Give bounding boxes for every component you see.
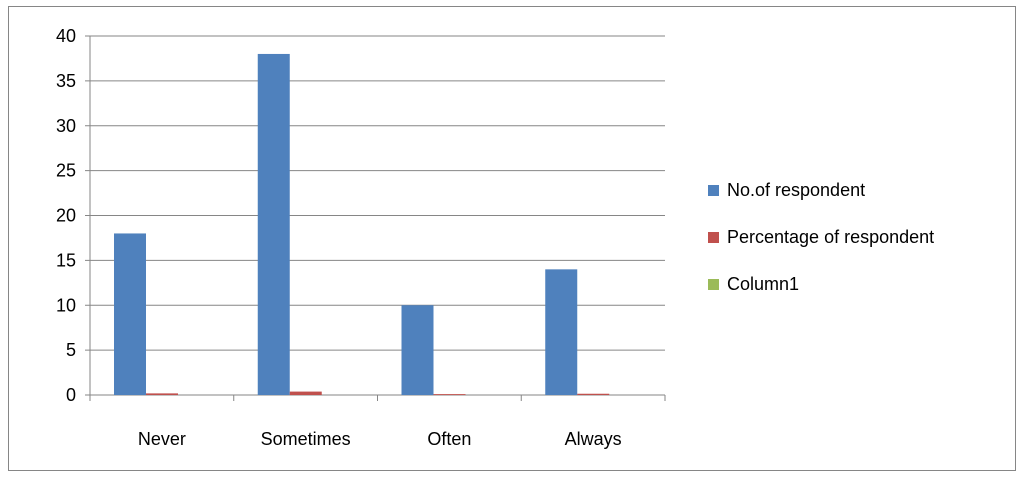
legend-label: No.of respondent: [727, 180, 865, 200]
y-tick-label: 25: [56, 161, 76, 181]
legend: No.of respondent Percentage of respondent…: [708, 180, 934, 294]
bar-percentage-of-respondent-sometimes: [289, 391, 322, 395]
y-tick-label: 15: [56, 250, 76, 270]
legend-label: Column1: [727, 274, 799, 294]
x-tick-label: Never: [138, 429, 186, 449]
bar-percentage-of-respondent-often: [433, 394, 466, 395]
legend-label: Percentage of respondent: [727, 227, 934, 247]
y-tick-label: 0: [66, 385, 76, 405]
bar-percentage-of-respondent-always: [577, 393, 610, 395]
bar-no-of-respondent-never: [114, 233, 146, 395]
y-tick-label: 20: [56, 206, 76, 226]
bars: [114, 53, 610, 395]
y-tick-label: 30: [56, 116, 76, 136]
legend-swatch: [708, 232, 719, 243]
x-tick-label: Sometimes: [261, 429, 351, 449]
x-tick-label: Often: [427, 429, 471, 449]
y-tick-label: 10: [56, 295, 76, 315]
x-tick-label: Always: [565, 429, 622, 449]
y-tick-label: 35: [56, 71, 76, 91]
bar-no-of-respondent-often: [401, 305, 434, 395]
y-tick-label: 5: [66, 340, 76, 360]
axes: [85, 35, 666, 401]
bar-no-of-respondent-sometimes: [257, 53, 290, 395]
gridlines: [90, 35, 665, 351]
bar-percentage-of-respondent-never: [146, 393, 178, 395]
y-tick-label: 40: [56, 26, 76, 46]
tick-labels: 0 5 10 15 20 25 30 35 40 Never Sometimes Often Alway…: [56, 26, 622, 449]
legend-swatch: [708, 279, 719, 290]
bar-no-of-respondent-always: [545, 269, 578, 395]
legend-swatch: [708, 185, 719, 196]
